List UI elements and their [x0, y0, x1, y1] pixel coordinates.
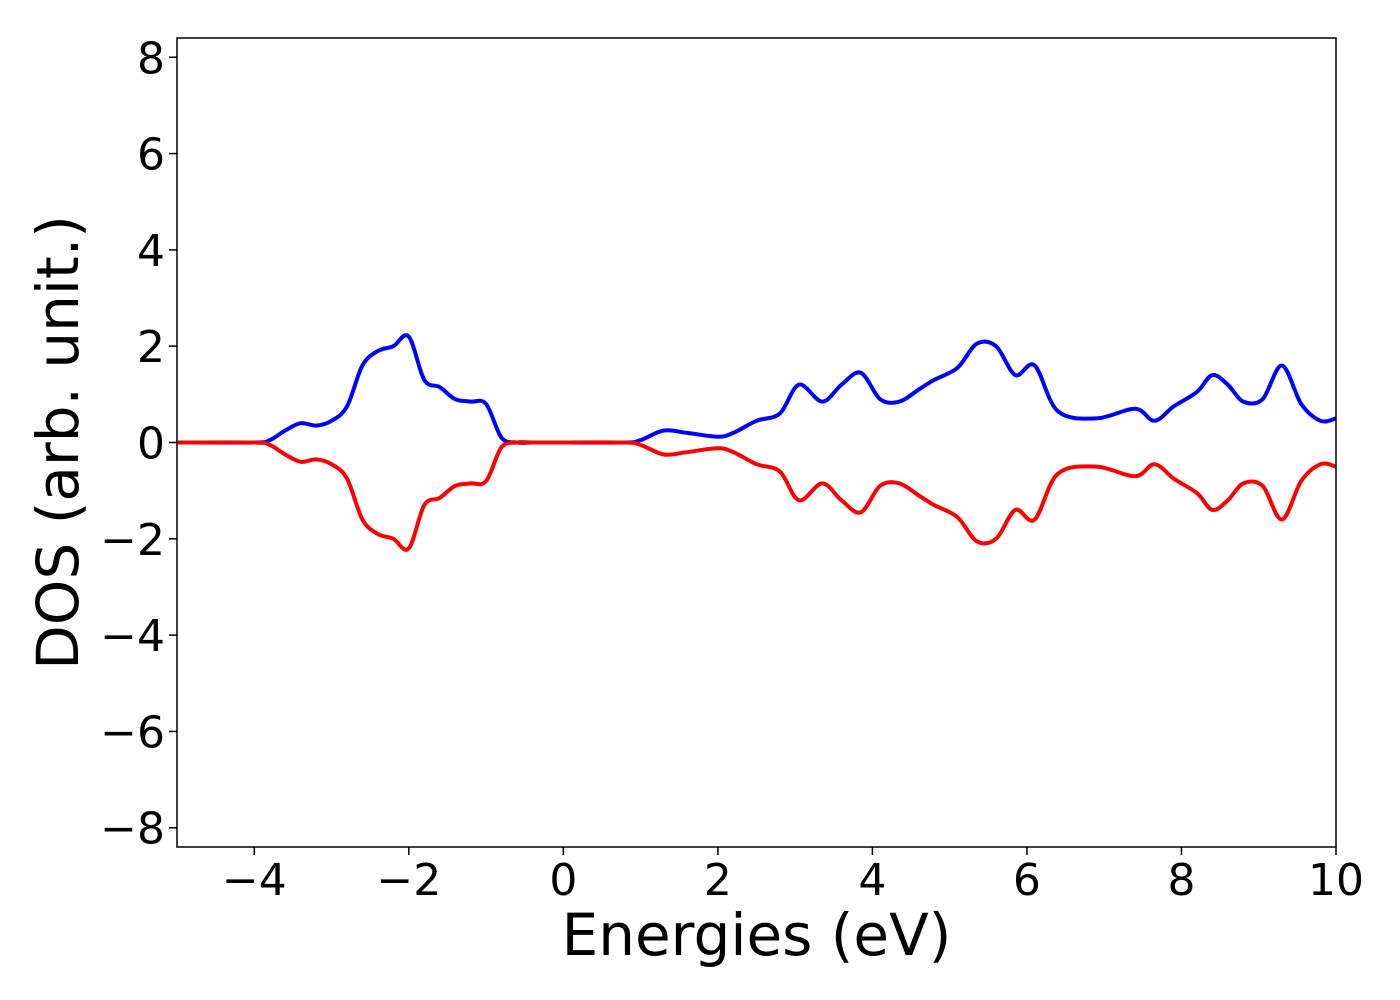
y-tick-label: 4 — [137, 226, 165, 277]
y-tick-label: −6 — [100, 707, 165, 758]
series-line-blue — [176, 333, 1337, 445]
x-tick-label: 6 — [1013, 855, 1041, 906]
y-tick-label: −8 — [100, 804, 165, 855]
ticks-layer: −4 −2 0 2 4 6 8 10 8 6 4 2 0 −2 −4 −6 −8 — [100, 33, 1364, 906]
y-tick-label: 8 — [137, 33, 165, 84]
x-tick-label: 2 — [704, 855, 732, 906]
x-tick-label: 0 — [549, 855, 577, 906]
x-axis-label: Energies (eV) — [562, 901, 952, 969]
y-tick-label: −2 — [100, 515, 165, 566]
series-layer — [176, 333, 1337, 552]
x-tick-label: 4 — [858, 855, 886, 906]
y-tick-label: 0 — [137, 419, 165, 470]
y-axis-label: DOS (arb. unit.) — [24, 215, 92, 670]
y-tick-label: −4 — [100, 611, 165, 662]
y-tick-label: 2 — [137, 322, 165, 373]
plot-frame — [176, 37, 1337, 848]
x-tick-label: −2 — [376, 855, 441, 906]
x-tick-label: 10 — [1308, 855, 1364, 906]
x-tick-label: 8 — [1167, 855, 1195, 906]
y-tick-label: 6 — [137, 130, 165, 181]
x-tick-label: −4 — [222, 855, 287, 906]
series-line-red — [176, 440, 1337, 552]
